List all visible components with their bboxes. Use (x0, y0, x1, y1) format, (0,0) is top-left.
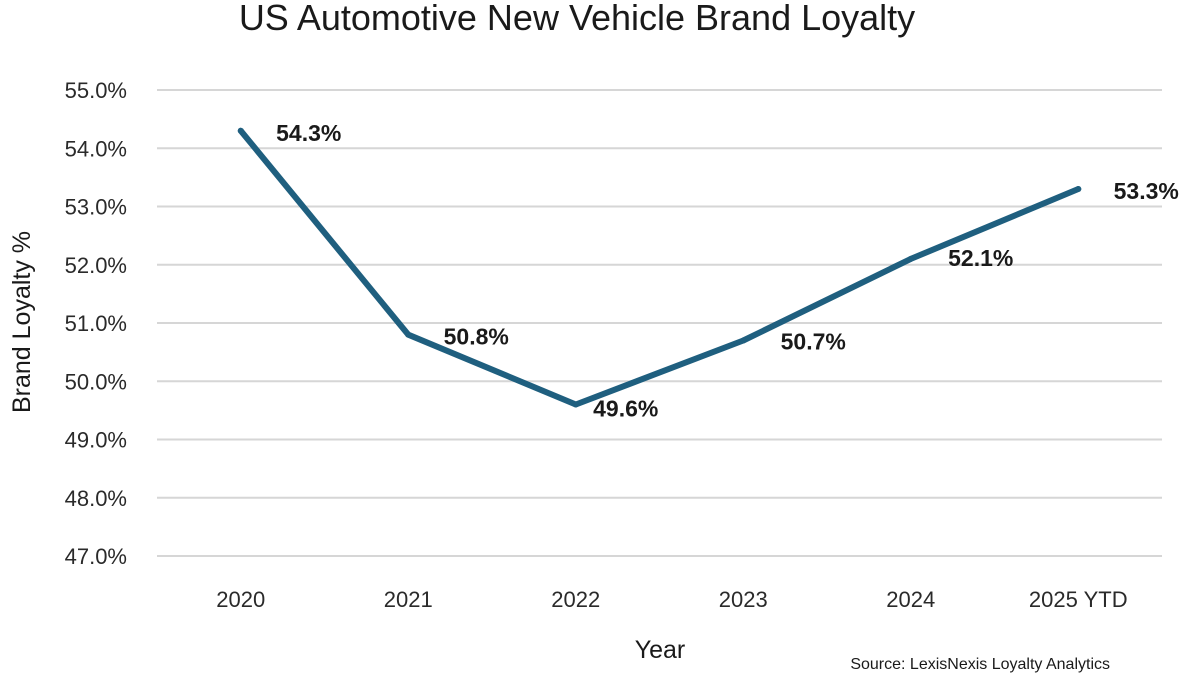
y-tick-label: 51.0% (65, 311, 127, 336)
x-tick-label: 2021 (384, 587, 433, 612)
y-tick-label: 55.0% (65, 78, 127, 103)
data-label: 50.8% (444, 324, 509, 350)
chart-title: US Automotive New Vehicle Brand Loyalty (239, 0, 915, 38)
y-axis-ticks: 47.0% 48.0% 49.0% 50.0% 51.0% 52.0% 53.0% 54.0%… (65, 78, 127, 569)
data-label: 53.3% (1114, 178, 1179, 204)
x-tick-label: 2020 (216, 587, 265, 612)
source-note: Source: LexisNexis Loyalty Analytics (850, 656, 1110, 673)
data-point (237, 127, 244, 134)
data-point (740, 337, 747, 344)
y-tick-label: 52.0% (65, 253, 127, 278)
y-axis-title: Brand Loyalty % (8, 231, 36, 413)
data-point (1075, 186, 1082, 193)
x-axis-ticks: 2020 2021 2022 2023 2024 2025 YTD (216, 587, 1127, 612)
data-point (572, 401, 579, 408)
x-axis-title: Year (635, 636, 686, 664)
data-label: 52.1% (948, 245, 1013, 271)
x-tick-label: 2023 (719, 587, 768, 612)
y-tick-label: 53.0% (65, 195, 127, 220)
x-tick-label: 2022 (551, 587, 600, 612)
data-labels: 54.3% 50.8% 49.6% 50.7% 52.1% 53.3% (276, 120, 1179, 422)
x-tick-label: 2025 YTD (1029, 587, 1128, 612)
series-group (237, 127, 1082, 408)
data-point (405, 331, 412, 338)
data-point (907, 255, 914, 262)
y-tick-label: 48.0% (65, 486, 127, 511)
series-line-brand-loyalty (237, 127, 1082, 408)
data-label: 50.7% (781, 328, 846, 354)
y-tick-label: 47.0% (65, 544, 127, 569)
gridlines (157, 89, 1162, 557)
data-label: 49.6% (593, 396, 658, 422)
x-tick-label: 2024 (886, 587, 935, 612)
data-label: 54.3% (276, 120, 341, 146)
y-tick-label: 50.0% (65, 369, 127, 394)
y-tick-label: 54.0% (65, 136, 127, 161)
y-tick-label: 49.0% (65, 428, 127, 453)
